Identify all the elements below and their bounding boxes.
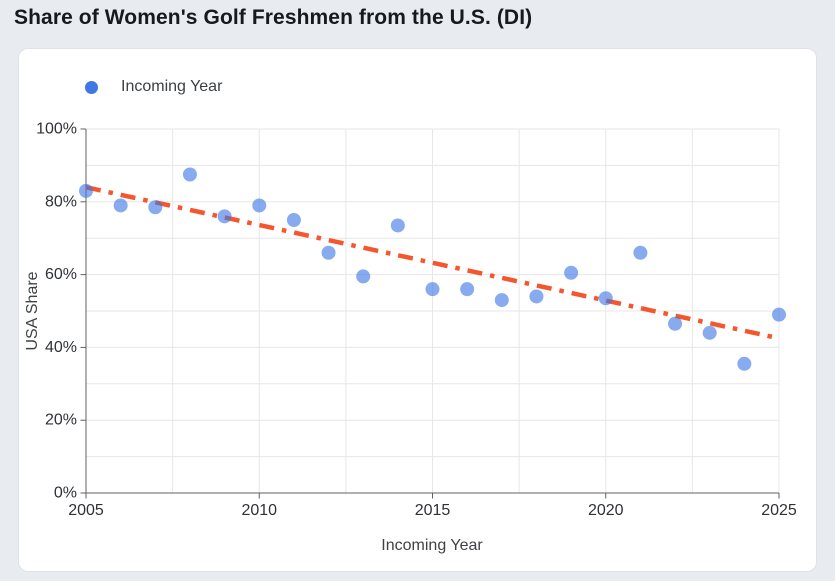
data-point[interactable] xyxy=(252,198,267,213)
data-point[interactable] xyxy=(772,307,786,322)
data-point[interactable] xyxy=(390,218,405,233)
legend-marker-icon xyxy=(85,80,98,94)
trend-line xyxy=(85,185,780,341)
scatter-chart: 0% 20% 40% 60% 80% 100% 2005 2010 2015 2020 2025 xyxy=(36,121,797,520)
data-point[interactable] xyxy=(564,265,579,280)
x-tick-label: 2025 xyxy=(761,502,797,519)
data-point[interactable] xyxy=(737,356,752,371)
data-point[interactable] xyxy=(79,183,93,198)
data-point[interactable] xyxy=(668,316,683,331)
page-title: Share of Women's Golf Freshmen from the … xyxy=(14,6,533,29)
data-point[interactable] xyxy=(494,293,509,308)
data-point[interactable] xyxy=(217,209,232,224)
data-point[interactable] xyxy=(425,282,440,297)
data-point[interactable] xyxy=(356,269,371,284)
x-tick-label: 2020 xyxy=(588,502,624,519)
data-point[interactable] xyxy=(148,200,163,215)
data-point[interactable] xyxy=(321,245,336,260)
chart-legend: Incoming Year xyxy=(85,78,222,96)
x-tick-label: 2015 xyxy=(415,502,451,519)
data-point[interactable] xyxy=(286,213,301,227)
x-tick-label: 2010 xyxy=(241,502,277,519)
y-tick-label: 80% xyxy=(45,193,77,210)
data-point[interactable] xyxy=(633,245,648,260)
data-point[interactable] xyxy=(598,291,613,306)
x-tick-label: 2005 xyxy=(68,502,104,519)
legend-label: Incoming Year xyxy=(121,78,223,95)
y-tick-label: 20% xyxy=(45,412,77,429)
data-point[interactable] xyxy=(529,289,544,304)
x-axis-title: Incoming Year xyxy=(381,537,483,554)
y-tick-label: 100% xyxy=(36,121,77,138)
data-point[interactable] xyxy=(702,325,717,340)
y-tick-label: 60% xyxy=(45,266,77,283)
y-tick-label: 0% xyxy=(54,485,77,502)
data-point[interactable] xyxy=(460,282,475,297)
chart-card: Incoming Year USA Share 0% 20% 40% 60% 80% 10… xyxy=(18,48,817,572)
y-tick-label: 40% xyxy=(45,339,77,356)
data-point[interactable] xyxy=(113,198,128,213)
data-point[interactable] xyxy=(182,167,197,182)
